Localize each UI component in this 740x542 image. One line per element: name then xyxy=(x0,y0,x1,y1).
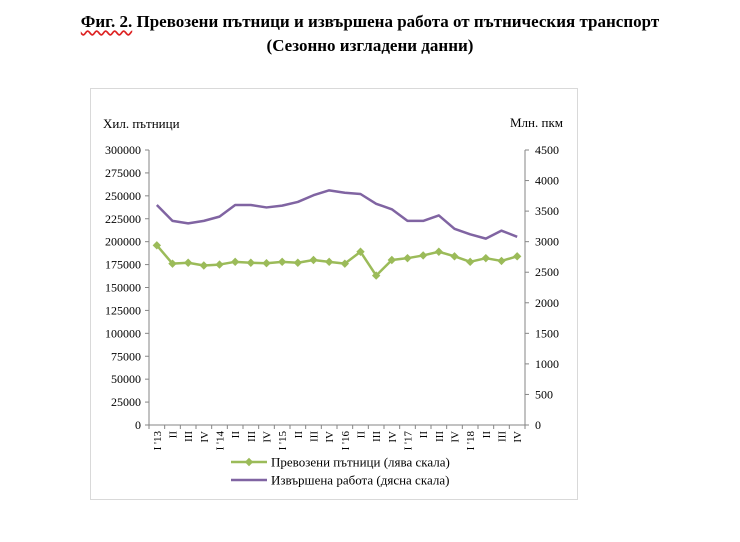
x-tick-label: III xyxy=(183,431,195,442)
x-axis-ticks: I '13 II III IV I '14 II III IV I '15 II III IV I '1… xyxy=(148,425,526,451)
left-tick-label: 75000 xyxy=(111,349,141,363)
left-tick-label: 225000 xyxy=(105,212,141,226)
series-1-point xyxy=(512,252,522,261)
series-line-2 xyxy=(155,189,518,240)
series-1-point xyxy=(309,255,318,265)
x-tick-label: I '17 xyxy=(403,431,415,451)
series-1-point xyxy=(168,259,177,268)
figure-subtitle: (Сезонно изгладени данни) xyxy=(266,36,474,55)
series-1-point xyxy=(183,258,193,267)
right-tick-label: 2000 xyxy=(535,296,559,310)
series-1-point xyxy=(371,271,381,280)
series-1-point xyxy=(324,257,334,267)
left-tick-label: 200000 xyxy=(105,235,141,249)
left-tick-label: 0 xyxy=(135,418,141,432)
x-tick-label: III xyxy=(371,431,383,442)
series-1-point xyxy=(497,256,506,266)
left-tick-label: 250000 xyxy=(105,189,141,203)
x-tick-label: II xyxy=(481,431,493,439)
figure-prefix: Фиг. 2. xyxy=(80,12,133,31)
left-tick-label: 100000 xyxy=(105,326,141,340)
x-tick-label: II xyxy=(168,431,180,439)
right-tick-label: 3000 xyxy=(535,235,559,249)
series-1-point xyxy=(152,241,162,250)
figure-title-text: Превозени пътници и извършена работа от … xyxy=(132,12,660,31)
series-1-point xyxy=(356,247,365,256)
right-tick-label: 4000 xyxy=(535,174,559,188)
legend-label-1: Превозени пътници (лява скала) xyxy=(271,455,450,470)
series-1-point xyxy=(465,257,475,267)
x-tick-label: IV xyxy=(199,431,211,443)
series-1-point xyxy=(293,258,303,267)
left-tick-label: 25000 xyxy=(111,395,141,409)
figure-title: Фиг. 2. Превозени пътници и извършена ра… xyxy=(0,10,740,58)
x-tick-label: I '18 xyxy=(465,431,477,451)
x-tick-label: I '13 xyxy=(152,431,164,451)
series-1-point xyxy=(277,257,287,267)
figure-title-line: Фиг. 2. Превозени пътници и извършена ра… xyxy=(0,10,740,34)
left-tick-label: 300000 xyxy=(105,143,141,157)
series-1-point xyxy=(199,261,209,270)
left-tick-label: 275000 xyxy=(105,166,141,180)
x-tick-label: III xyxy=(497,431,509,442)
right-tick-label: 3500 xyxy=(535,204,559,218)
series-1-point xyxy=(418,251,428,260)
x-tick-label: II xyxy=(293,431,305,439)
x-tick-label: II xyxy=(230,431,242,439)
x-tick-label: II xyxy=(418,431,430,439)
x-tick-label: III xyxy=(246,431,258,442)
right-tick-label: 0 xyxy=(535,418,541,432)
left-tick-label: 175000 xyxy=(105,258,141,272)
x-tick-label: IV xyxy=(262,431,274,443)
right-tick-label: 1500 xyxy=(535,326,559,340)
x-tick-label: III xyxy=(434,431,446,442)
left-axis-ticks: 0 25000 50000 75000 100000 125000 150000 175000… xyxy=(105,143,149,432)
x-tick-label: IV xyxy=(512,431,524,443)
x-tick-label: II xyxy=(356,431,368,439)
right-axis-ticks: 0 500 1000 1500 2000 2500 3000 3500 4000 4500 xyxy=(525,143,559,432)
series-1-point xyxy=(246,258,256,267)
right-axis-label: Млн. пкм xyxy=(510,115,563,130)
x-tick-label: IV xyxy=(324,431,336,443)
left-axis-label: Хил. пътници xyxy=(103,116,180,131)
x-tick-label: I '16 xyxy=(340,431,352,451)
line-chart: Хил. пътници Млн. пкм 025000500007500010… xyxy=(103,115,563,488)
legend: Превозени пътници (лява скала) Извършена … xyxy=(231,455,450,488)
series-1-point xyxy=(340,259,350,268)
x-tick-label: IV xyxy=(450,431,462,443)
series-layer xyxy=(152,189,522,280)
series-1-point xyxy=(262,259,271,268)
chart-area: Хил. пътници Млн. пкм 0 25000 50000 75000 10… xyxy=(90,88,578,500)
series-1-point xyxy=(450,252,459,261)
right-tick-label: 2500 xyxy=(535,265,559,279)
series-1-point xyxy=(215,260,224,269)
legend-marker-1 xyxy=(244,457,254,467)
left-tick-label: 50000 xyxy=(111,372,141,386)
series-line-1 xyxy=(155,244,518,277)
series-1-point xyxy=(403,253,412,263)
x-tick-label: I '14 xyxy=(215,431,227,451)
series-1-point xyxy=(434,247,444,256)
legend-label-2: Извършена работа (дясна скала) xyxy=(271,473,449,488)
series-1-point xyxy=(230,257,240,267)
right-tick-label: 4500 xyxy=(535,143,559,157)
x-tick-label: IV xyxy=(387,431,399,443)
right-tick-label: 1000 xyxy=(535,357,559,371)
series-1-point xyxy=(481,253,491,263)
x-tick-label: III xyxy=(309,431,321,442)
x-tick-label: I '15 xyxy=(277,431,289,451)
left-tick-label: 125000 xyxy=(105,303,141,317)
left-tick-label: 150000 xyxy=(105,281,141,295)
right-tick-label: 500 xyxy=(535,387,553,401)
